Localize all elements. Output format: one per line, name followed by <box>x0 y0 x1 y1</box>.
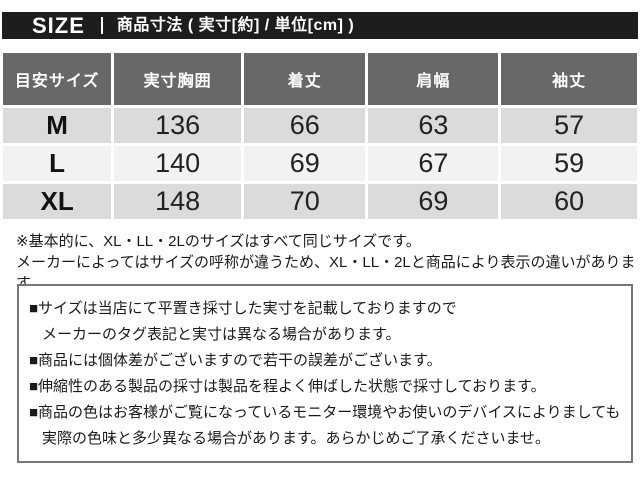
table-header-row: 目安サイズ 実寸胸囲 着丈 肩幅 袖丈 <box>3 53 637 105</box>
table-row-m: M 136 66 63 57 <box>3 108 637 143</box>
disclaimer-line: ■商品には個体差がございますので若干の誤差がございます。 <box>29 352 442 369</box>
vertical-separator <box>100 17 103 34</box>
size-header-bar: SIZE 商品寸法 ( 実寸[約] / 単位[cm] ) <box>2 12 638 39</box>
value-cell: 148 <box>114 184 242 219</box>
disclaimer-line: メーカーのタグ表記と実寸は異なる場合があります。 <box>42 326 401 343</box>
note-line: ※基本的に、XL・LL・2Lのサイズはすべて同じサイズです。 <box>16 233 421 250</box>
size-label: SIZE <box>32 12 85 38</box>
value-cell: 66 <box>244 108 366 143</box>
value-cell: 136 <box>114 108 242 143</box>
size-table: 目安サイズ 実寸胸囲 着丈 肩幅 袖丈 M 136 66 63 57 L 140… <box>0 50 640 222</box>
table-row-l: L 140 69 67 59 <box>3 146 637 181</box>
value-cell: 67 <box>368 146 499 181</box>
value-cell: 63 <box>368 108 499 143</box>
size-cell: XL <box>3 184 112 219</box>
table-row-xl: XL 148 70 69 60 <box>3 184 637 219</box>
disclaimer-line: ■サイズは当店にて平置き採寸した実寸を記載しておりますので <box>29 300 457 317</box>
disclaimer-line: ■伸縮性のある製品の採寸は製品を程よく伸ばした状態で採寸しております。 <box>29 378 546 395</box>
column-header-sleeve: 袖丈 <box>501 53 637 105</box>
value-cell: 69 <box>368 184 499 219</box>
column-header-size: 目安サイズ <box>3 53 112 105</box>
value-cell: 59 <box>501 146 637 181</box>
column-header-shoulder: 肩幅 <box>368 53 499 105</box>
disclaimer-box: ■サイズは当店にて平置き採寸した実寸を記載しておりますので メーカーのタグ表記と… <box>17 284 633 463</box>
disclaimer-line: 実際の色味と多少異なる場合があります。あらかじめご了承くださいませ。 <box>42 430 551 447</box>
column-header-length: 着丈 <box>244 53 366 105</box>
size-cell: L <box>3 146 112 181</box>
size-cell: M <box>3 108 112 143</box>
dimensions-subtitle: 商品寸法 ( 実寸[約] / 単位[cm] ) <box>116 16 355 34</box>
value-cell: 57 <box>501 108 637 143</box>
disclaimer-line: ■商品の色はお客様がご覧になっているモニター環境やお使いのデバイスによりましても <box>29 404 621 421</box>
column-header-chest: 実寸胸囲 <box>114 53 242 105</box>
value-cell: 70 <box>244 184 366 219</box>
value-cell: 69 <box>244 146 366 181</box>
value-cell: 140 <box>114 146 242 181</box>
value-cell: 60 <box>501 184 637 219</box>
